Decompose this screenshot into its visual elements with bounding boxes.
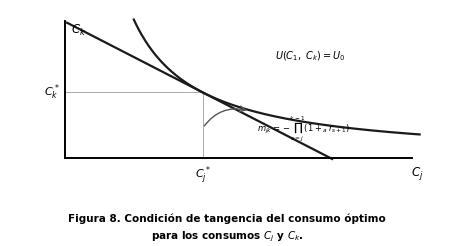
Text: $m_{jk}=-\!\prod_{s=j}^{k-1}(1+_a\,r_{s+1})$: $m_{jk}=-\!\prod_{s=j}^{k-1}(1+_a\,r_{s+…	[257, 114, 350, 144]
Text: Figura 8. Condición de tangencia del consumo óptimo
para los consumos $C_j$ y $C: Figura 8. Condición de tangencia del con…	[68, 214, 386, 244]
Text: $C_k$: $C_k$	[71, 23, 86, 38]
Text: $C^*_k$: $C^*_k$	[44, 83, 60, 102]
Text: $C^*_j$: $C^*_j$	[195, 165, 211, 187]
Text: $C_j$: $C_j$	[410, 165, 423, 182]
Text: $U(C_1,\ C_k)=U_0$: $U(C_1,\ C_k)=U_0$	[275, 50, 345, 63]
